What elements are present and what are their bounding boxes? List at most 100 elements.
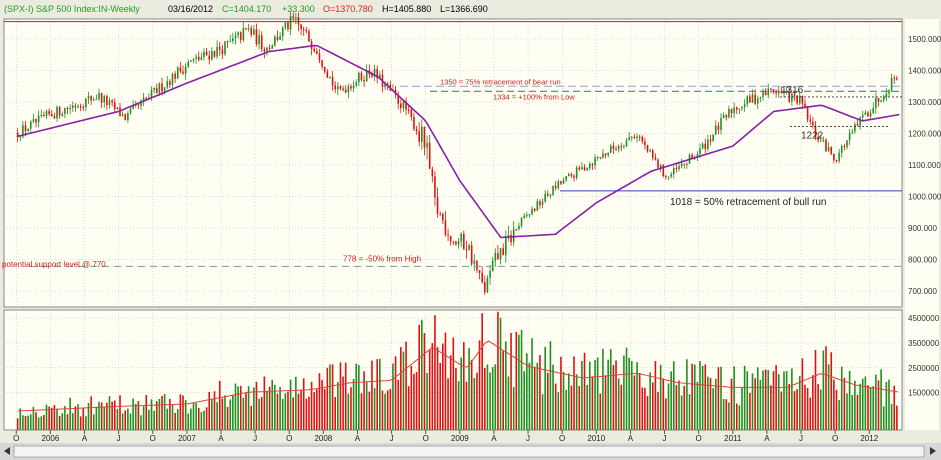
x-tick-label: O	[832, 434, 838, 443]
volume-bar	[455, 368, 457, 430]
volume-bar	[502, 351, 504, 430]
volume-bar	[169, 398, 171, 430]
volume-bar	[142, 406, 145, 430]
candle-body	[260, 35, 263, 50]
volume-bar	[728, 402, 730, 430]
volume-bar	[113, 400, 116, 430]
volume-bar	[762, 370, 764, 430]
volume-bar	[730, 378, 733, 430]
volume-bar	[329, 364, 331, 430]
candle-body	[347, 86, 350, 93]
volume-bar	[770, 385, 772, 430]
candle-body	[780, 90, 783, 93]
volume-bar	[633, 375, 636, 430]
volume-bar	[505, 341, 507, 430]
volume-bar	[234, 383, 237, 430]
price-panel	[3, 18, 903, 308]
candle-body	[373, 68, 376, 77]
volume-bar	[350, 387, 352, 430]
volume-bar	[405, 341, 407, 430]
candle-body	[465, 248, 468, 250]
candle-body	[528, 214, 531, 216]
candle-body	[19, 136, 22, 138]
y-tick-label: 1000.000	[908, 193, 941, 202]
volume-bar	[32, 406, 35, 430]
candle-body	[103, 96, 106, 103]
volume-bar	[812, 375, 814, 430]
candle-body	[302, 29, 305, 31]
volume-bar	[302, 378, 305, 430]
volume-bar	[581, 360, 583, 430]
volume-bar	[473, 378, 476, 430]
candle-body	[809, 119, 812, 122]
volume-bar	[869, 387, 872, 430]
volume-bar	[216, 402, 218, 430]
candle-body	[680, 163, 683, 167]
volume-bar	[48, 406, 50, 430]
candle-body	[176, 67, 179, 79]
volume-bar	[896, 405, 898, 430]
candle-body	[683, 163, 686, 165]
volume-bar	[50, 407, 53, 430]
x-tick-label: J	[526, 434, 530, 443]
candle-body	[675, 168, 678, 170]
volume-bar	[644, 387, 646, 430]
volume-bar	[791, 368, 793, 430]
volume-bar	[218, 380, 221, 430]
volume-bar	[861, 378, 864, 430]
candle-body	[360, 72, 363, 80]
volume-bar	[274, 384, 276, 430]
volume-bar	[176, 409, 179, 430]
candle-body	[82, 106, 85, 108]
y-tick-label: 1400.000	[908, 67, 941, 76]
volume-bar	[449, 355, 452, 430]
candle-body	[854, 124, 856, 132]
volume-bar	[489, 372, 491, 430]
volume-bar	[108, 396, 111, 430]
volume-bar	[481, 313, 483, 430]
annotation-778: 778 = -50% from High	[343, 254, 421, 263]
volume-bar	[788, 384, 791, 430]
candle-body	[709, 139, 712, 142]
volume-bar	[882, 406, 885, 430]
volume-bar	[342, 376, 344, 430]
candle-body	[893, 77, 896, 79]
volume-bar	[100, 402, 103, 430]
x-tick-label: A	[491, 434, 497, 443]
volume-bar	[557, 392, 560, 430]
volume-bar	[352, 378, 355, 430]
candle-body	[801, 95, 804, 104]
candle-body	[87, 96, 90, 99]
candle-body	[602, 153, 604, 158]
candle-body	[179, 67, 182, 72]
scroll-right-icon[interactable]	[930, 447, 936, 455]
volume-bar	[423, 333, 426, 430]
candle-body	[772, 89, 775, 91]
candle-body	[242, 28, 245, 40]
volume-bar	[263, 376, 266, 430]
volume-bar	[56, 408, 58, 430]
y-tick-label: 1200.000	[908, 130, 941, 139]
candle-body	[305, 30, 308, 32]
candle-body	[628, 137, 630, 141]
volume-bar	[867, 385, 869, 430]
candle-body	[292, 16, 295, 18]
candle-body	[704, 143, 707, 149]
candle-body	[825, 139, 827, 152]
candle-body	[507, 234, 510, 237]
volume-bar	[174, 412, 176, 430]
candle-body	[439, 213, 441, 215]
candle-body	[182, 71, 184, 74]
candle-body	[32, 119, 35, 122]
volume-bar	[594, 359, 596, 430]
volume-bar	[90, 396, 92, 430]
candle-body	[402, 101, 405, 109]
volume-bar	[565, 389, 567, 430]
scrollbar-thumb[interactable]	[13, 445, 925, 458]
volume-bar	[546, 372, 549, 430]
candle-body	[329, 76, 331, 78]
scroll-left-icon[interactable]	[4, 447, 10, 455]
annotation-1334: 1334 = +100% from Low	[493, 92, 575, 101]
candle-body	[476, 260, 478, 271]
